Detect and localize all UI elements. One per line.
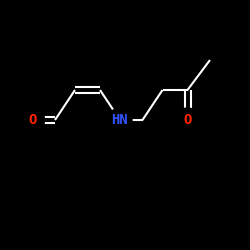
Text: O: O <box>183 113 192 127</box>
Circle shape <box>176 108 200 132</box>
Circle shape <box>20 108 44 132</box>
Text: O: O <box>28 113 37 127</box>
Text: HN: HN <box>112 113 128 127</box>
Circle shape <box>108 108 132 132</box>
